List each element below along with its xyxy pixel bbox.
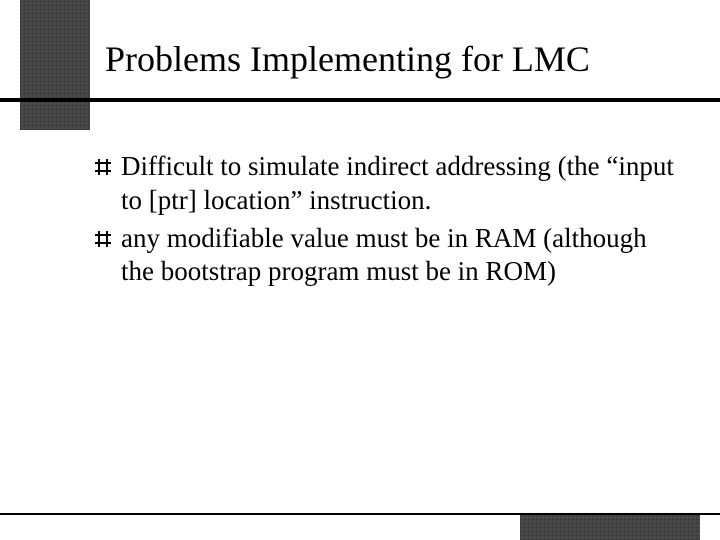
- decorative-block-top: [20, 0, 90, 130]
- bullet-text: any modifiable value must be in RAM (alt…: [121, 222, 680, 290]
- bullet-icon: [95, 231, 111, 247]
- list-item: any modifiable value must be in RAM (alt…: [95, 222, 680, 290]
- list-item: Difficult to simulate indirect addressin…: [95, 150, 680, 218]
- bullet-text: Difficult to simulate indirect addressin…: [121, 150, 680, 218]
- page-title: Problems Implementing for LMC: [105, 38, 700, 80]
- bullet-icon: [95, 159, 111, 175]
- decorative-block-footer: [520, 515, 700, 540]
- title-underline: [0, 98, 720, 102]
- content-area: Difficult to simulate indirect addressin…: [95, 150, 680, 293]
